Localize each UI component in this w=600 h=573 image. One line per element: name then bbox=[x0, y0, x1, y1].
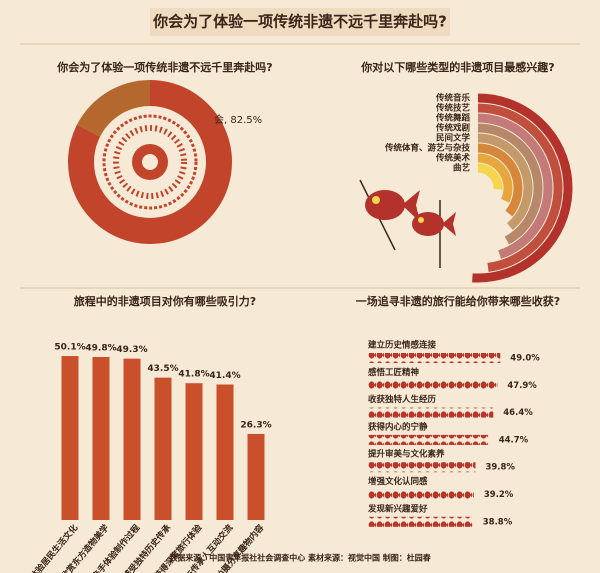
category-label: 民间文学 bbox=[436, 133, 471, 144]
chart-title: 一场追寻非遗的旅行能给你带来哪些收获? bbox=[356, 294, 560, 308]
category-label: 建立历史情感连接 bbox=[367, 340, 437, 351]
value-label: 39.2% bbox=[484, 490, 514, 500]
category-label: 获得内心的宁静 bbox=[367, 421, 428, 432]
bar bbox=[61, 356, 79, 520]
bar bbox=[185, 383, 203, 520]
radial-bar bbox=[477, 153, 513, 203]
category-label: 曲艺 bbox=[453, 163, 471, 174]
pictogram-bar bbox=[368, 353, 501, 363]
pictogram-bar bbox=[368, 434, 489, 445]
bar bbox=[123, 358, 141, 520]
bar bbox=[247, 433, 265, 520]
chart-title: 你对以下哪些类型的非遗项目最感兴趣? bbox=[360, 60, 554, 74]
value-label: 49.0% bbox=[510, 354, 540, 364]
value-label: 49.8% bbox=[85, 344, 116, 354]
value-label: 38.8% bbox=[483, 517, 513, 527]
pictogram-bar bbox=[368, 516, 473, 527]
value-label: 26.3% bbox=[240, 420, 271, 430]
chart-title: 旅程中的非遗项目对你有哪些吸引力? bbox=[74, 294, 256, 308]
radial-bar bbox=[477, 123, 543, 245]
bar bbox=[216, 384, 234, 520]
radial-bar bbox=[477, 113, 553, 259]
value-label: 39.8% bbox=[485, 463, 515, 473]
papercut-decoration bbox=[94, 106, 206, 218]
pictogram-bar bbox=[368, 380, 498, 391]
value-label: 41.8% bbox=[178, 370, 209, 380]
pictogram-bar bbox=[368, 489, 474, 500]
bar bbox=[154, 377, 172, 520]
value-label: 46.4% bbox=[503, 408, 533, 418]
category-label: 提升审美与文化素养 bbox=[368, 449, 445, 460]
value-label: 41.4% bbox=[209, 371, 240, 381]
category-label: 增强文化认同感 bbox=[368, 476, 428, 487]
value-label: 44.7% bbox=[499, 435, 529, 445]
title-band bbox=[150, 8, 450, 36]
category-label: 收获独特人生经历 bbox=[368, 394, 437, 405]
value-label: 43.5% bbox=[147, 364, 178, 374]
radial-bar bbox=[472, 93, 573, 283]
category-label: 传统戏剧 bbox=[435, 123, 470, 134]
fish-decoration bbox=[359, 179, 456, 268]
value-label: 47.9% bbox=[507, 381, 537, 391]
radial-bar bbox=[477, 133, 533, 230]
page-title: 你会为了体验一项传统非遗不远千里奔赴吗? bbox=[152, 13, 447, 31]
pictogram-bar bbox=[368, 462, 476, 473]
category-label: 感悟工匠精神 bbox=[368, 367, 420, 378]
category-label: 传统体育、游艺与杂技 bbox=[384, 143, 471, 154]
slice-label: 会, 82.5% bbox=[214, 113, 262, 126]
radial-bar bbox=[477, 143, 523, 217]
category-label: 发现新兴趣爱好 bbox=[367, 503, 428, 514]
category-label: 传统音乐 bbox=[435, 93, 471, 104]
value-label: 49.3% bbox=[116, 345, 147, 355]
pictogram-bar bbox=[368, 407, 494, 418]
footer-source: 数据来源：中国青年报社社会调查中心 素材来源：视觉中国 制图：杜园春 bbox=[169, 553, 431, 563]
chart-title: 你会为了体验一项传统非遗不远千里奔赴吗? bbox=[56, 60, 272, 74]
category-label: 传统技艺 bbox=[435, 103, 471, 114]
category-label: 传统舞蹈 bbox=[435, 113, 471, 124]
radial-bar bbox=[477, 163, 503, 190]
category-label: 传统美术 bbox=[435, 153, 471, 164]
value-label: 50.1% bbox=[54, 343, 85, 353]
bar bbox=[92, 357, 110, 520]
radial-bar bbox=[477, 103, 563, 272]
